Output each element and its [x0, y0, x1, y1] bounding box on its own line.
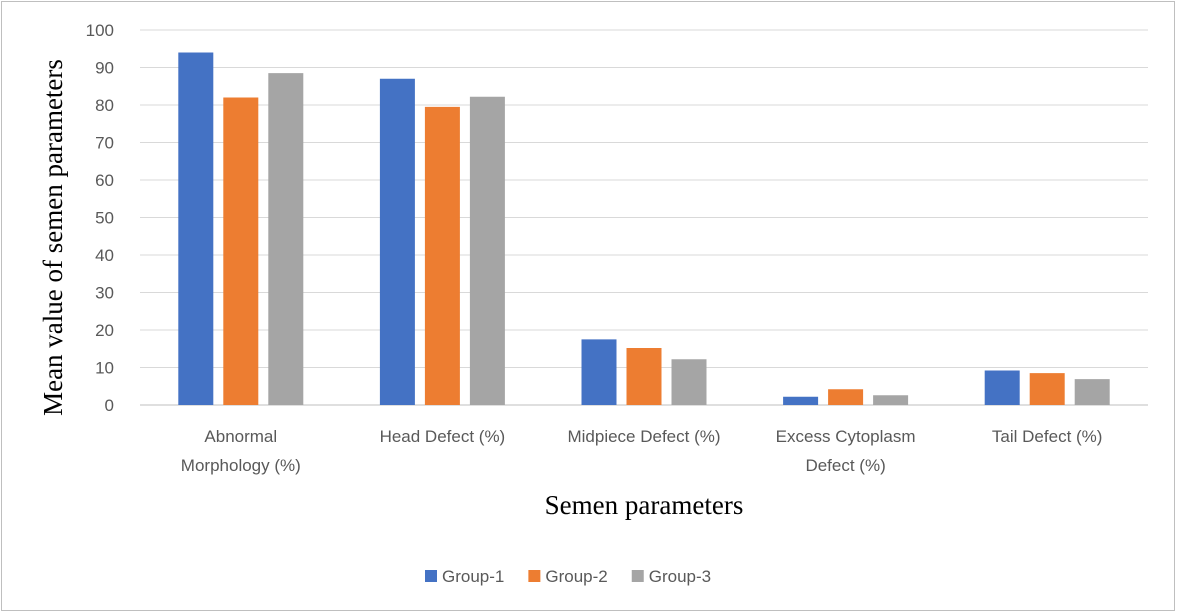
bar-group-3: [469, 96, 505, 405]
bar-group-3: [671, 359, 707, 405]
y-tick-label: 80: [95, 96, 114, 115]
bar-group-3: [268, 73, 304, 405]
x-tick-label: Head Defect (%): [380, 427, 506, 446]
y-tick-label: 10: [95, 359, 114, 378]
bar-group-2: [424, 106, 460, 405]
bar-group-2: [828, 389, 864, 405]
y-tick-label: 60: [95, 171, 114, 190]
y-tick-label: 0: [105, 396, 114, 415]
x-tick-label: Tail Defect (%): [992, 427, 1103, 446]
bars: [178, 52, 1110, 405]
gridlines: [140, 29, 1148, 406]
y-tick-labels: 0 10 20 30 40 50 60 70 80 90 100: [86, 21, 114, 415]
x-tick-label: Abnormal: [204, 427, 277, 446]
y-tick-label: 30: [95, 284, 114, 303]
y-tick-label: 40: [95, 246, 114, 265]
legend: Group-1 Group-2 Group-3: [425, 567, 711, 586]
x-tick-label: Defect (%): [805, 456, 885, 475]
legend-swatch: [528, 570, 541, 582]
y-tick-label: 70: [95, 134, 114, 153]
legend-swatch: [631, 570, 644, 582]
bar-group-1: [178, 52, 214, 405]
bar-group-2: [1029, 373, 1065, 405]
bar-group-2: [626, 348, 662, 405]
legend-label: Group-1: [442, 567, 504, 586]
x-tick-labels: Abnormal Morphology (%) Head Defect (%) Mid…: [181, 427, 1103, 475]
bar-group-1: [984, 370, 1020, 405]
legend-label: Group-2: [545, 567, 607, 586]
y-axis-title: Mean value of semen parameters: [38, 59, 68, 416]
y-tick-label: 20: [95, 321, 114, 340]
x-tick-label: Midpiece Defect (%): [567, 427, 720, 446]
bar-group-3: [1074, 379, 1110, 405]
x-tick-label: Morphology (%): [181, 456, 301, 475]
bar-group-3: [873, 395, 909, 405]
bar-group-1: [379, 78, 415, 405]
x-axis-title: Semen parameters: [545, 490, 744, 520]
bar-group-1: [783, 396, 819, 405]
bar-group-1: [581, 339, 617, 405]
legend-label: Group-3: [649, 567, 711, 586]
legend-swatch: [425, 570, 437, 582]
y-tick-label: 90: [95, 59, 114, 78]
x-tick-label: Excess Cytoplasm: [776, 427, 916, 446]
y-tick-label: 50: [95, 209, 114, 228]
bar-group-2: [223, 97, 259, 405]
y-tick-label: 100: [86, 21, 114, 40]
